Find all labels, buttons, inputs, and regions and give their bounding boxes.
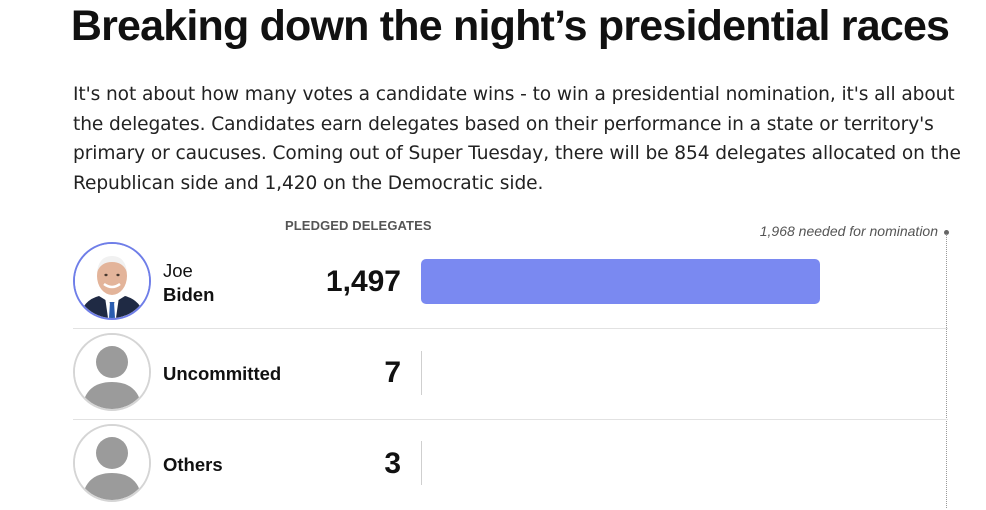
delegate-row-uncommitted: Uncommitted 7 (73, 329, 948, 420)
page-headline: Breaking down the night’s presidential r… (70, 2, 950, 50)
delegate-row-others: Others 3 (73, 420, 948, 510)
delegate-count: 7 (384, 356, 401, 389)
candidate-last-name: Uncommitted (163, 363, 282, 384)
candidate-name: Others (163, 453, 223, 477)
candidate-first-name: Joe (163, 260, 193, 281)
threshold-line (946, 234, 947, 508)
bar-baseline (421, 351, 422, 395)
candidate-name: Uncommitted (163, 362, 281, 386)
candidate-photo (73, 242, 151, 320)
nomination-threshold-label: 1,968 needed for nomination (759, 223, 938, 239)
delegate-count: 3 (384, 447, 401, 480)
person-placeholder-icon (73, 333, 151, 411)
intro-paragraph: It's not about how many votes a candidat… (73, 84, 961, 194)
delegate-row-biden: Joe Biden 1,497 (73, 238, 948, 329)
candidate-last-name: Biden (163, 284, 215, 305)
candidate-last-name: Others (163, 454, 223, 475)
candidate-name: Joe Biden (163, 259, 214, 307)
threshold-marker-dot (944, 230, 949, 235)
person-placeholder-icon (73, 424, 151, 502)
delegate-count: 1,497 (325, 265, 401, 298)
delegate-bar (421, 259, 820, 304)
bar-baseline (421, 441, 422, 485)
pledged-delegates-header: PLEDGED DELEGATES (285, 218, 432, 233)
